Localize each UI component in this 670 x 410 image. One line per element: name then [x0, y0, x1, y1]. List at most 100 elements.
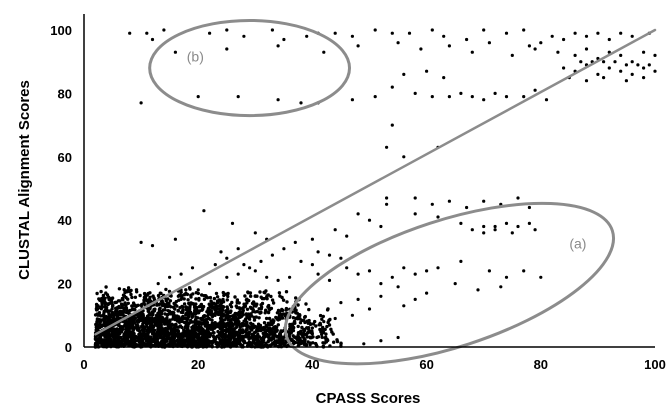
data-point-dense [145, 293, 149, 297]
data-point-dense [127, 325, 131, 329]
data-point [407, 31, 412, 35]
data-point [584, 34, 589, 38]
data-point-dense [167, 309, 172, 313]
data-point-dense [163, 305, 167, 309]
data-point [413, 272, 417, 276]
data-point-dense [184, 288, 188, 292]
x-tick-label-100: 100 [644, 357, 666, 372]
data-point-dense [149, 299, 153, 303]
data-point [219, 250, 223, 254]
data-point [173, 50, 177, 54]
data-point-dense [199, 303, 203, 307]
data-point-dense [186, 309, 190, 313]
data-point-dense [153, 343, 157, 347]
data-point [487, 41, 491, 45]
data-point-dense [251, 324, 255, 328]
data-point-dense [233, 343, 237, 347]
data-point-dense [103, 296, 107, 300]
data-point [225, 275, 229, 279]
data-point [476, 288, 480, 292]
data-point-dense [173, 329, 178, 333]
data-point [596, 31, 600, 35]
data-point [327, 253, 332, 257]
data-point [425, 291, 429, 295]
data-point-dense [311, 341, 315, 345]
data-point [373, 28, 377, 32]
data-point [367, 269, 372, 273]
data-point-dense [269, 319, 273, 323]
data-point-dense [305, 326, 309, 330]
data-point-dense [263, 326, 267, 330]
data-point-dense [260, 301, 265, 306]
data-point-dense [163, 327, 167, 331]
data-point-dense [320, 335, 324, 339]
data-point-dense [159, 335, 163, 340]
data-point-dense [96, 312, 101, 316]
data-point-dense [284, 306, 289, 311]
data-point-dense [305, 335, 309, 339]
data-point-dense [119, 325, 124, 329]
data-point-dense [168, 331, 172, 336]
y-tick-label-40: 40 [58, 213, 72, 228]
data-point-dense [269, 294, 273, 299]
data-point [430, 202, 434, 206]
data-point-dense [339, 342, 343, 346]
data-point-dense [226, 321, 230, 325]
data-point-dense [200, 318, 204, 322]
data-point-dense [245, 321, 249, 325]
data-point-dense [294, 316, 298, 321]
data-point-dense [228, 314, 232, 319]
data-point-dense [133, 307, 137, 312]
data-point-dense [227, 310, 231, 314]
data-point [619, 53, 623, 58]
data-point [390, 85, 394, 89]
data-point-dense [267, 316, 272, 321]
data-point-dense [219, 301, 224, 305]
data-point-dense [320, 317, 324, 321]
data-point-dense [232, 327, 236, 331]
data-point-dense [189, 293, 193, 297]
data-point [442, 34, 446, 38]
data-point-dense [127, 340, 131, 345]
data-point-dense [241, 338, 245, 342]
data-point [208, 282, 212, 286]
data-point-dense [161, 317, 165, 321]
data-point [487, 269, 491, 273]
data-point-dense [214, 325, 218, 329]
data-point-dense [299, 341, 303, 346]
data-point-dense [254, 304, 258, 308]
data-point-dense [130, 295, 134, 300]
data-point-dense [238, 307, 242, 311]
data-point-dense [197, 298, 201, 302]
data-point [493, 224, 497, 229]
data-point-dense [220, 304, 225, 309]
data-point [139, 240, 143, 244]
data-point-dense [221, 297, 225, 302]
data-point-dense [115, 317, 119, 322]
data-point-dense [156, 303, 160, 307]
data-point-dense [329, 327, 333, 331]
data-point-dense [147, 336, 151, 340]
data-point-dense [166, 304, 170, 309]
data-point-dense [296, 333, 300, 337]
data-point-dense [212, 336, 216, 340]
data-point-dense [255, 327, 259, 332]
data-point-dense [303, 342, 307, 346]
data-point-dense [281, 312, 286, 316]
data-point-dense [133, 295, 138, 299]
data-point-dense [219, 308, 223, 313]
data-point [373, 95, 377, 99]
data-point-dense [101, 293, 106, 298]
data-point-dense [157, 329, 162, 333]
data-point [419, 47, 423, 51]
data-point-dense [151, 294, 155, 298]
data-point-dense [325, 324, 329, 329]
data-point-dense [260, 337, 264, 342]
data-point [562, 37, 566, 42]
data-point-dense [326, 307, 330, 311]
data-point [356, 212, 360, 216]
data-point [339, 256, 343, 260]
data-point [310, 263, 314, 267]
data-point-dense [174, 314, 179, 318]
data-point [556, 50, 560, 54]
